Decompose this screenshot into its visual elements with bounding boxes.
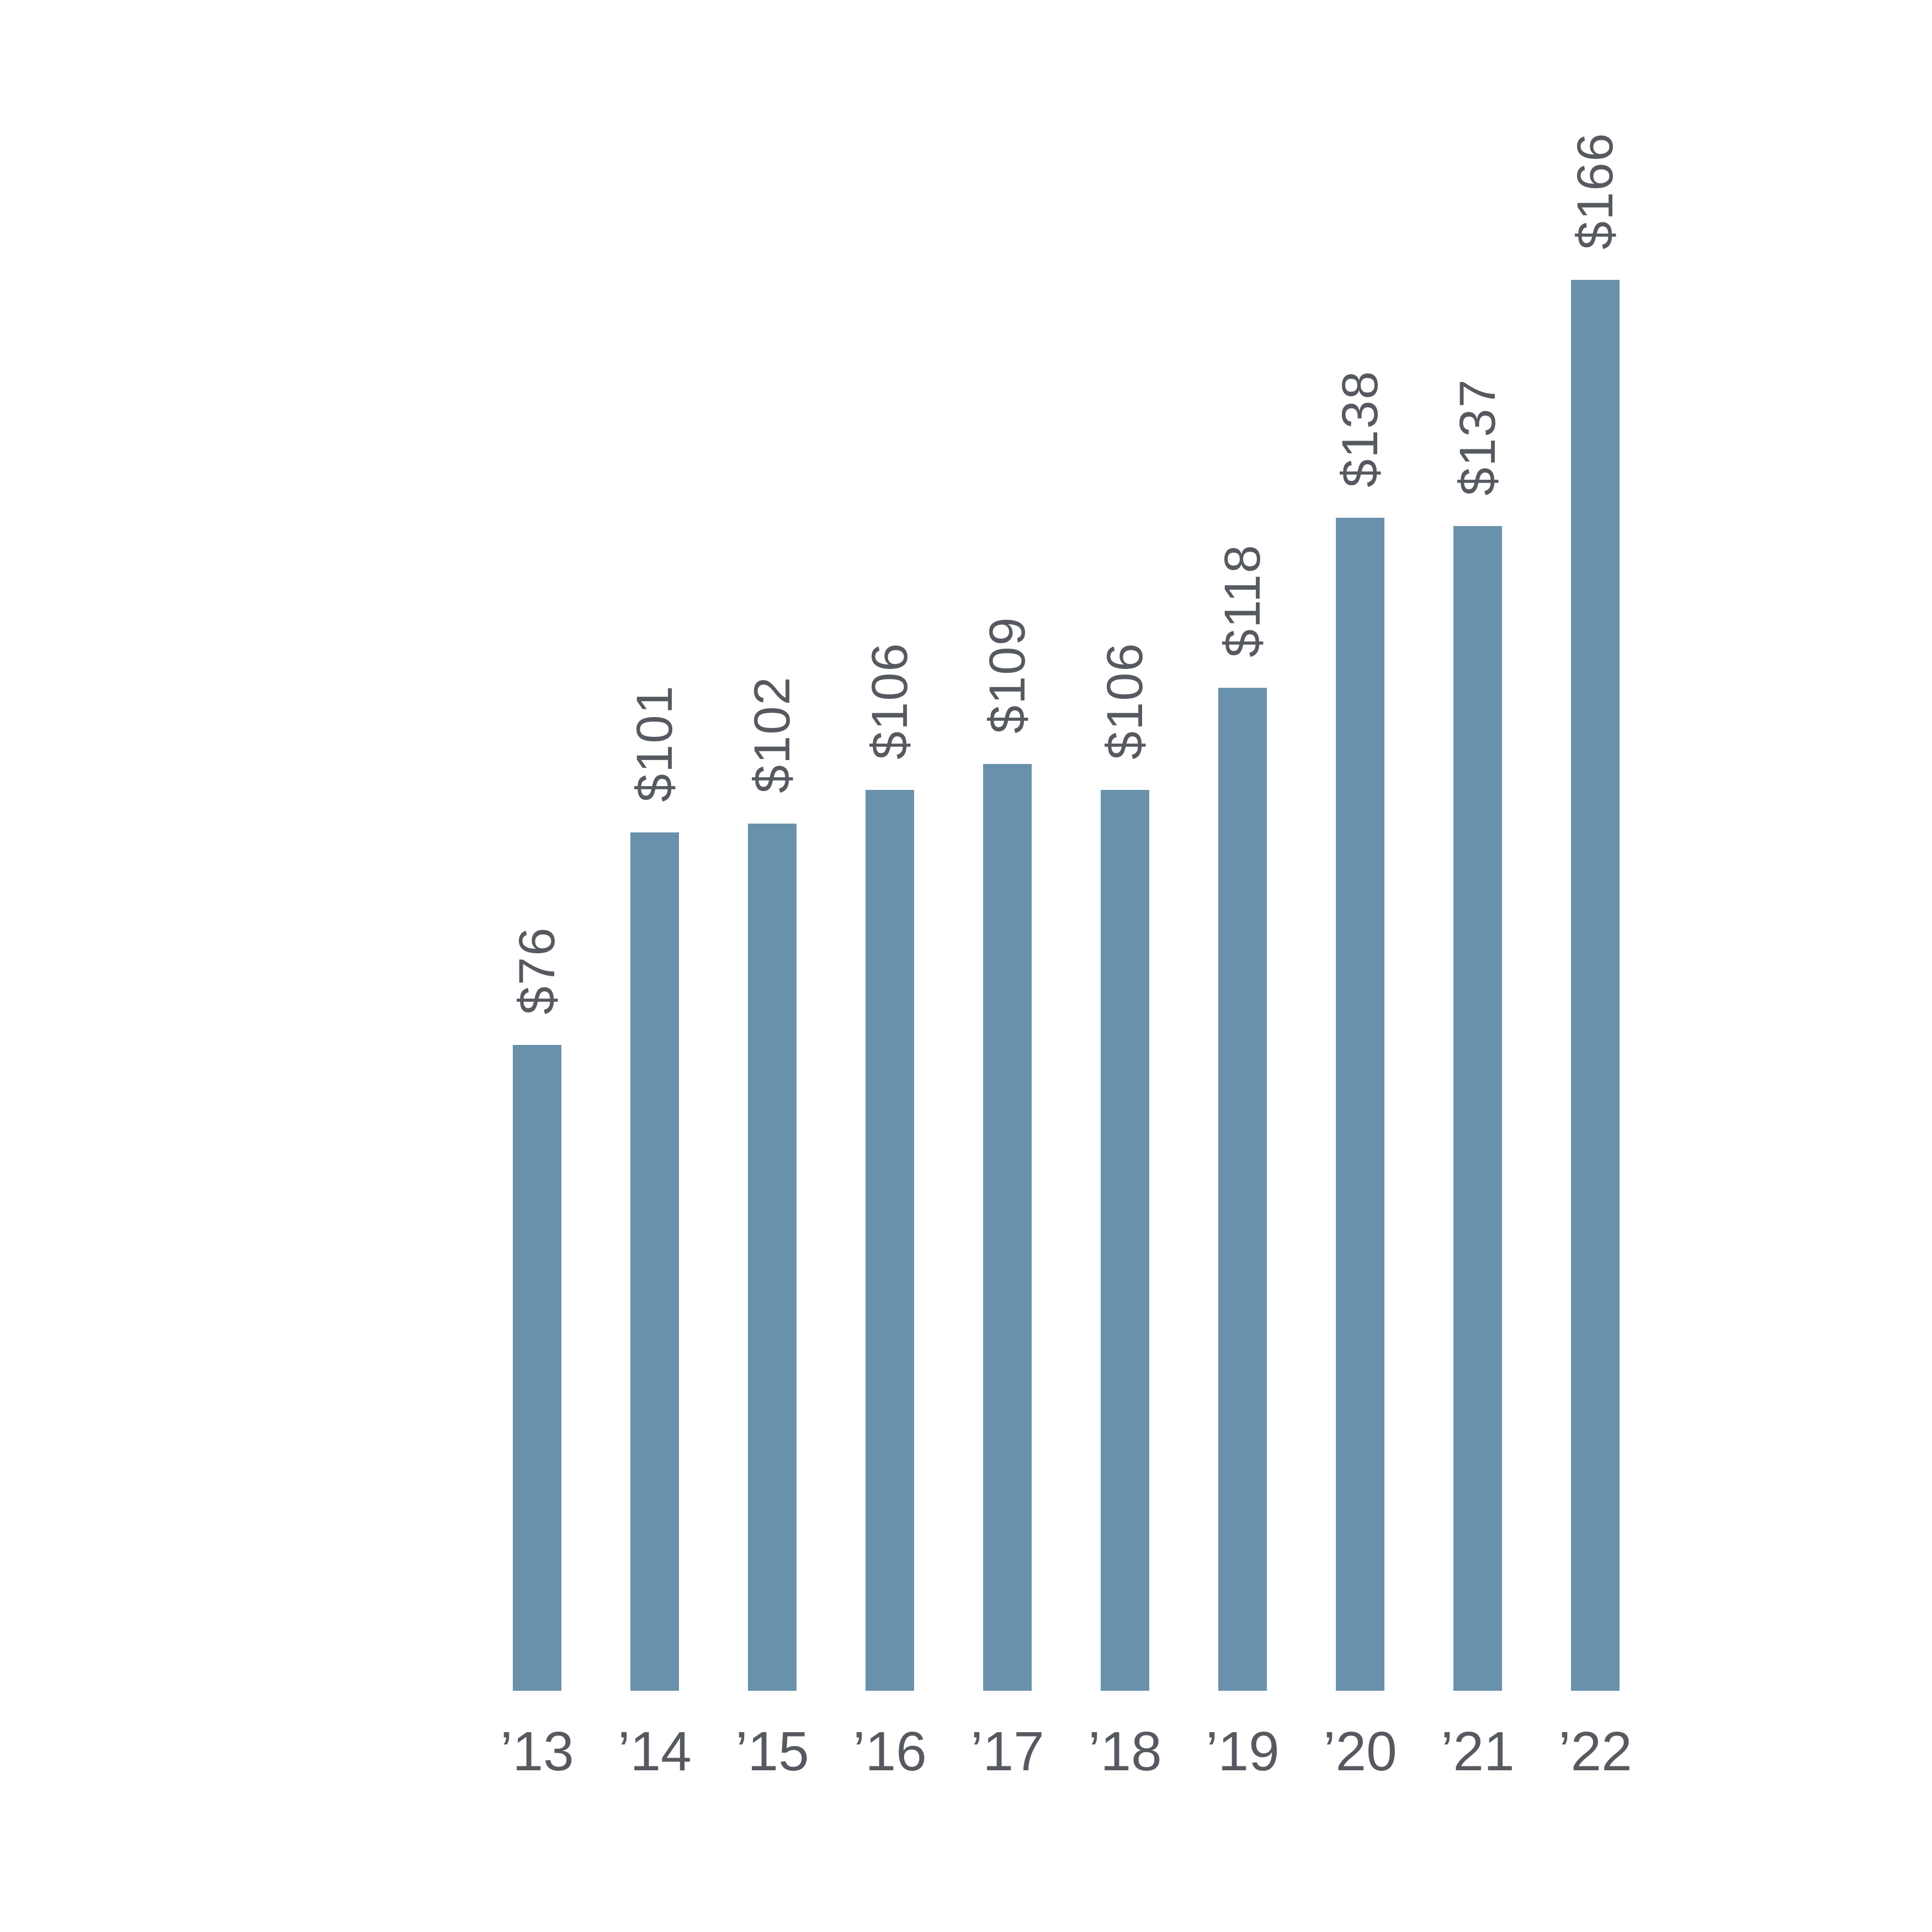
bar-group: $106 ’18 [1088,642,1161,1782]
bar-group: $118 ’19 [1206,544,1279,1782]
bar-value-label: $137 [1450,378,1506,496]
bar-group: $101 ’14 [618,684,691,1782]
bar [1101,790,1149,1691]
bar-value-label: $106 [1097,642,1153,760]
x-axis-label: ’15 [735,1721,809,1782]
bar [983,764,1032,1691]
bar [1571,280,1620,1691]
bar [1218,688,1267,1691]
bar-group: $106 ’16 [853,642,926,1782]
bar-value-label: $101 [627,684,683,802]
bar-group: $102 ’15 [735,676,809,1782]
bar-group: $166 ’22 [1558,132,1632,1782]
bar-value-label: $106 [862,642,918,760]
bar-value-label: $109 [979,616,1036,734]
bar-value-label: $138 [1332,370,1388,487]
bar [630,832,679,1691]
x-axis-label: ’22 [1558,1721,1632,1782]
bar-value-label: $76 [509,926,565,1015]
bar-value-label: $166 [1567,132,1623,250]
bar [513,1045,561,1691]
bar-group: $109 ’17 [970,616,1044,1782]
bar [866,790,914,1691]
x-axis-label: ’17 [970,1721,1044,1782]
x-axis-label: ’19 [1206,1721,1280,1782]
bar-value-label: $118 [1214,544,1271,657]
bar-group: $137 ’21 [1441,378,1514,1782]
x-axis-label: ’18 [1088,1721,1162,1782]
x-axis-label: ’21 [1441,1721,1515,1782]
bar [1453,526,1502,1691]
bar-group: $138 ’20 [1323,370,1397,1782]
x-axis-label: ’20 [1323,1721,1397,1782]
x-axis-label: ’16 [853,1721,927,1782]
bar [1336,518,1384,1691]
bar [748,824,797,1691]
bar-value-label: $102 [744,676,800,793]
bar-group: $76 ’13 [500,927,574,1782]
x-axis-label: ’13 [500,1721,574,1782]
x-axis-label: ’14 [618,1721,692,1782]
